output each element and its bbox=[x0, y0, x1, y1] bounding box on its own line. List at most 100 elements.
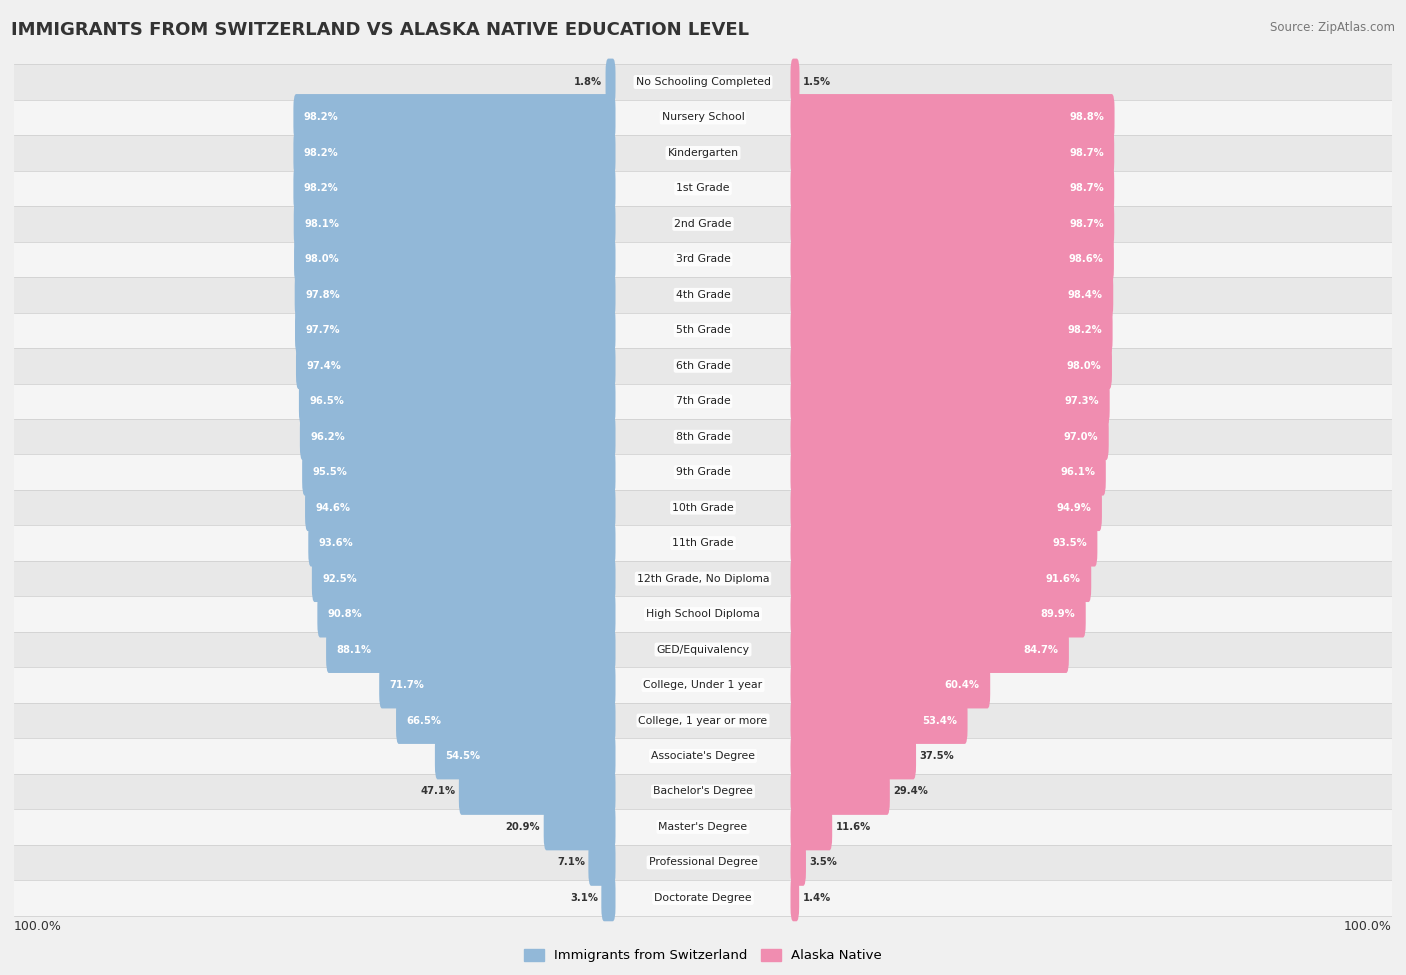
Bar bbox=[14, 206, 1392, 242]
Text: 93.5%: 93.5% bbox=[1052, 538, 1087, 548]
FancyBboxPatch shape bbox=[396, 697, 616, 744]
Text: 88.1%: 88.1% bbox=[336, 644, 371, 654]
FancyBboxPatch shape bbox=[790, 236, 1114, 283]
FancyBboxPatch shape bbox=[790, 803, 832, 850]
Text: 98.2%: 98.2% bbox=[304, 112, 339, 123]
FancyBboxPatch shape bbox=[790, 378, 1109, 425]
Text: Nursery School: Nursery School bbox=[662, 112, 744, 123]
Text: 89.9%: 89.9% bbox=[1040, 609, 1076, 619]
Text: 97.3%: 97.3% bbox=[1064, 396, 1099, 407]
FancyBboxPatch shape bbox=[790, 130, 1114, 176]
Text: 8th Grade: 8th Grade bbox=[676, 432, 730, 442]
Bar bbox=[14, 64, 1392, 99]
Text: Bachelor's Degree: Bachelor's Degree bbox=[652, 787, 754, 797]
Bar bbox=[14, 632, 1392, 667]
Text: 37.5%: 37.5% bbox=[920, 751, 955, 760]
FancyBboxPatch shape bbox=[294, 165, 616, 212]
FancyBboxPatch shape bbox=[790, 413, 1109, 460]
Text: 100.0%: 100.0% bbox=[1344, 920, 1392, 933]
Text: 29.4%: 29.4% bbox=[893, 787, 928, 797]
Bar bbox=[14, 738, 1392, 774]
Text: 1.8%: 1.8% bbox=[574, 77, 602, 87]
Bar bbox=[14, 277, 1392, 313]
FancyBboxPatch shape bbox=[790, 485, 1102, 531]
Text: 53.4%: 53.4% bbox=[922, 716, 957, 725]
Text: Kindergarten: Kindergarten bbox=[668, 148, 738, 158]
Text: 1.4%: 1.4% bbox=[803, 893, 831, 903]
FancyBboxPatch shape bbox=[790, 271, 1114, 318]
FancyBboxPatch shape bbox=[790, 94, 1115, 141]
FancyBboxPatch shape bbox=[434, 732, 616, 779]
Text: 9th Grade: 9th Grade bbox=[676, 467, 730, 477]
Text: 97.7%: 97.7% bbox=[305, 326, 340, 335]
FancyBboxPatch shape bbox=[299, 378, 616, 425]
Text: 92.5%: 92.5% bbox=[322, 573, 357, 584]
FancyBboxPatch shape bbox=[299, 413, 616, 460]
FancyBboxPatch shape bbox=[294, 94, 616, 141]
FancyBboxPatch shape bbox=[790, 838, 806, 886]
FancyBboxPatch shape bbox=[790, 875, 799, 921]
FancyBboxPatch shape bbox=[295, 271, 616, 318]
Text: 98.8%: 98.8% bbox=[1070, 112, 1104, 123]
Text: GED/Equivalency: GED/Equivalency bbox=[657, 644, 749, 654]
Text: 97.8%: 97.8% bbox=[305, 290, 340, 300]
FancyBboxPatch shape bbox=[790, 697, 967, 744]
Text: 98.4%: 98.4% bbox=[1069, 290, 1102, 300]
Text: 100.0%: 100.0% bbox=[14, 920, 62, 933]
FancyBboxPatch shape bbox=[790, 662, 990, 709]
Text: 98.2%: 98.2% bbox=[304, 183, 339, 193]
Text: 2nd Grade: 2nd Grade bbox=[675, 219, 731, 229]
FancyBboxPatch shape bbox=[790, 342, 1112, 389]
Text: 47.1%: 47.1% bbox=[420, 787, 456, 797]
FancyBboxPatch shape bbox=[297, 342, 616, 389]
FancyBboxPatch shape bbox=[606, 58, 616, 105]
Bar bbox=[14, 313, 1392, 348]
Text: 98.7%: 98.7% bbox=[1069, 219, 1104, 229]
Bar bbox=[14, 774, 1392, 809]
Text: 11.6%: 11.6% bbox=[835, 822, 870, 832]
Text: 3rd Grade: 3rd Grade bbox=[675, 254, 731, 264]
Text: 94.6%: 94.6% bbox=[315, 503, 350, 513]
Text: 71.7%: 71.7% bbox=[389, 680, 425, 690]
FancyBboxPatch shape bbox=[790, 520, 1098, 566]
Bar bbox=[14, 136, 1392, 171]
Text: College, Under 1 year: College, Under 1 year bbox=[644, 680, 762, 690]
Text: 98.2%: 98.2% bbox=[304, 148, 339, 158]
Text: 10th Grade: 10th Grade bbox=[672, 503, 734, 513]
Text: 91.6%: 91.6% bbox=[1046, 573, 1081, 584]
Text: 66.5%: 66.5% bbox=[406, 716, 441, 725]
Bar bbox=[14, 703, 1392, 738]
Text: 96.5%: 96.5% bbox=[309, 396, 344, 407]
Text: 90.8%: 90.8% bbox=[328, 609, 363, 619]
Bar bbox=[14, 667, 1392, 703]
FancyBboxPatch shape bbox=[790, 591, 1085, 638]
Text: IMMIGRANTS FROM SWITZERLAND VS ALASKA NATIVE EDUCATION LEVEL: IMMIGRANTS FROM SWITZERLAND VS ALASKA NA… bbox=[11, 21, 749, 39]
Bar bbox=[14, 489, 1392, 526]
Legend: Immigrants from Switzerland, Alaska Native: Immigrants from Switzerland, Alaska Nati… bbox=[519, 944, 887, 967]
Text: 1st Grade: 1st Grade bbox=[676, 183, 730, 193]
Text: Doctorate Degree: Doctorate Degree bbox=[654, 893, 752, 903]
FancyBboxPatch shape bbox=[380, 662, 616, 709]
FancyBboxPatch shape bbox=[295, 307, 616, 354]
Text: 98.7%: 98.7% bbox=[1069, 148, 1104, 158]
FancyBboxPatch shape bbox=[294, 130, 616, 176]
Text: Master's Degree: Master's Degree bbox=[658, 822, 748, 832]
FancyBboxPatch shape bbox=[588, 838, 616, 886]
Bar bbox=[14, 242, 1392, 277]
FancyBboxPatch shape bbox=[318, 591, 616, 638]
FancyBboxPatch shape bbox=[790, 58, 800, 105]
FancyBboxPatch shape bbox=[790, 732, 917, 779]
Text: 60.4%: 60.4% bbox=[945, 680, 980, 690]
FancyBboxPatch shape bbox=[790, 555, 1091, 602]
FancyBboxPatch shape bbox=[790, 201, 1114, 248]
Bar bbox=[14, 419, 1392, 454]
Text: 54.5%: 54.5% bbox=[446, 751, 481, 760]
FancyBboxPatch shape bbox=[305, 485, 616, 531]
Text: 98.1%: 98.1% bbox=[304, 219, 339, 229]
Bar bbox=[14, 171, 1392, 206]
Text: 7.1%: 7.1% bbox=[557, 857, 585, 868]
Text: College, 1 year or more: College, 1 year or more bbox=[638, 716, 768, 725]
FancyBboxPatch shape bbox=[790, 307, 1112, 354]
FancyBboxPatch shape bbox=[294, 236, 616, 283]
Text: 7th Grade: 7th Grade bbox=[676, 396, 730, 407]
